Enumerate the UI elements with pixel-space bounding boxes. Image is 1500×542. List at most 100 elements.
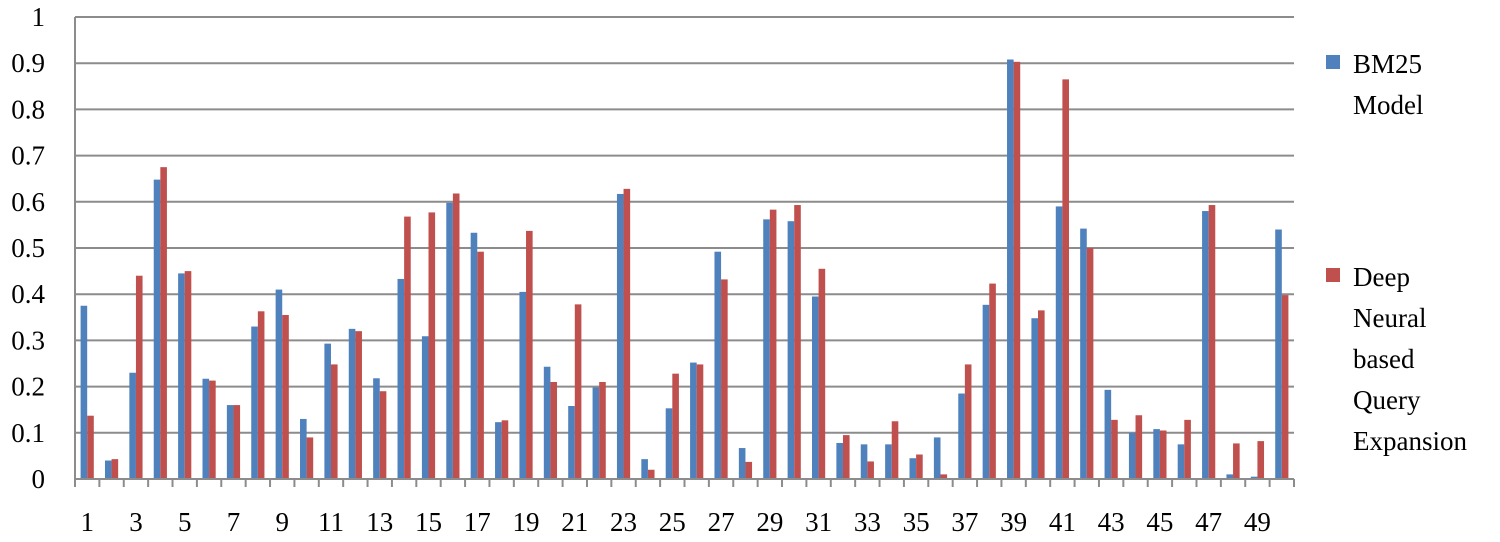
- y-tick-label: 0.5: [11, 233, 45, 263]
- x-tick-label: 31: [805, 507, 832, 537]
- x-tick-label: 37: [951, 507, 978, 537]
- bar-deep-neural: [160, 167, 167, 479]
- x-tick-label: 3: [129, 507, 143, 537]
- bar-bm25: [616, 193, 624, 480]
- bar-deep-neural: [1184, 419, 1191, 479]
- bar-bm25: [104, 460, 112, 479]
- bar-deep-neural: [135, 275, 143, 479]
- bar-bm25: [787, 221, 795, 480]
- y-tick-label: 0.2: [11, 372, 45, 402]
- bar-bm25: [421, 336, 429, 479]
- bar-bm25: [836, 442, 843, 479]
- bar-bm25: [982, 304, 990, 479]
- bar-deep-neural: [672, 373, 679, 479]
- bar-deep-neural: [1257, 441, 1265, 479]
- bar-deep-neural: [282, 314, 289, 479]
- bar-bm25: [1153, 429, 1160, 479]
- bar-deep-neural: [1233, 443, 1240, 479]
- bar-bm25: [1226, 474, 1234, 479]
- y-tick-label: 1: [32, 2, 46, 32]
- bar-bm25: [251, 326, 258, 479]
- bar-deep-neural: [916, 454, 923, 479]
- bar-bm25: [80, 305, 88, 479]
- bar-deep-neural: [1208, 205, 1216, 479]
- bar-bm25: [1177, 444, 1185, 479]
- x-tick-label: 5: [178, 507, 192, 537]
- x-tick-label: 49: [1244, 507, 1271, 537]
- bar-bm25: [543, 366, 551, 479]
- bar-deep-neural: [1281, 295, 1289, 479]
- x-tick-label: 19: [513, 507, 540, 537]
- x-tick-label: 1: [80, 507, 94, 537]
- x-tick-label: 17: [464, 507, 491, 537]
- bar-bm25: [885, 444, 892, 479]
- bar-bm25: [300, 418, 307, 479]
- bar-deep-neural: [696, 364, 704, 479]
- bar-bm25: [446, 202, 453, 479]
- bar-deep-neural: [842, 435, 850, 479]
- bar-deep-neural: [940, 474, 948, 479]
- x-tick-label: 7: [227, 507, 241, 537]
- bar-deep-neural: [721, 279, 728, 479]
- legend-label: BM25: [1353, 49, 1422, 79]
- bar-deep-neural: [623, 188, 631, 479]
- bar-deep-neural: [330, 364, 338, 479]
- bar-deep-neural: [184, 271, 192, 479]
- x-tick-label: 33: [854, 507, 881, 537]
- bar-bm25: [324, 343, 331, 479]
- bar-bm25: [1031, 318, 1039, 479]
- bar-deep-neural: [989, 283, 996, 479]
- bar-deep-neural: [599, 381, 606, 479]
- legend-swatch: [1326, 55, 1340, 69]
- x-tick-label: 45: [1146, 507, 1173, 537]
- x-tick-label: 29: [756, 507, 783, 537]
- bar-bm25: [714, 251, 722, 479]
- bar-deep-neural: [574, 304, 582, 479]
- bar-deep-neural: [891, 421, 899, 479]
- bars: [80, 59, 1289, 480]
- bar-bm25: [470, 232, 478, 479]
- bar-deep-neural: [1086, 248, 1094, 479]
- bar-bm25: [665, 408, 673, 479]
- bar-bm25: [226, 405, 234, 479]
- bar-bm25: [958, 393, 965, 479]
- bar-bm25: [373, 378, 380, 479]
- legend-label: Expansion: [1353, 426, 1467, 456]
- y-tick-label: 0.7: [11, 141, 45, 171]
- y-tick-label: 0.9: [11, 48, 45, 78]
- bar-bm25: [909, 458, 917, 479]
- bar-deep-neural: [1062, 79, 1069, 480]
- bar-deep-neural: [526, 230, 533, 479]
- x-tick-label: 9: [275, 507, 289, 537]
- legend-label: Query: [1353, 385, 1421, 415]
- bar-deep-neural: [1013, 61, 1021, 480]
- bar-bm25: [178, 273, 185, 479]
- bar-deep-neural: [257, 311, 265, 479]
- y-tick-label: 0.6: [11, 187, 45, 217]
- bar-bm25: [860, 444, 868, 479]
- y-tick-label: 0.3: [11, 325, 45, 355]
- x-tick-label: 35: [903, 507, 930, 537]
- legend: BM25 Model Deep Neural based Query Expansion: [1326, 49, 1467, 456]
- bar-deep-neural: [769, 209, 777, 480]
- bar-deep-neural: [1135, 415, 1143, 479]
- bar-bm25: [641, 459, 648, 479]
- bar-bm25: [933, 437, 941, 479]
- bar-deep-neural: [428, 212, 436, 479]
- bar-deep-neural: [867, 461, 874, 479]
- bar-bm25: [738, 448, 746, 479]
- x-tick-label: 23: [610, 507, 637, 537]
- bar-deep-neural: [818, 268, 826, 479]
- bar-bm25: [397, 278, 405, 479]
- bar-deep-neural: [404, 216, 411, 480]
- bar-deep-neural: [111, 459, 119, 479]
- x-tick-label: 15: [415, 507, 442, 537]
- legend-label: Deep: [1353, 262, 1410, 292]
- bar-bm25: [1007, 59, 1014, 480]
- y-tick-label: 0.4: [11, 279, 45, 309]
- bar-deep-neural: [1111, 419, 1118, 479]
- legend-swatch: [1326, 268, 1340, 282]
- y-axis-tick-labels: 0 0.1 0.2 0.3 0.4 0.5 0.6 0.7 0.8 0.9 1: [11, 2, 45, 494]
